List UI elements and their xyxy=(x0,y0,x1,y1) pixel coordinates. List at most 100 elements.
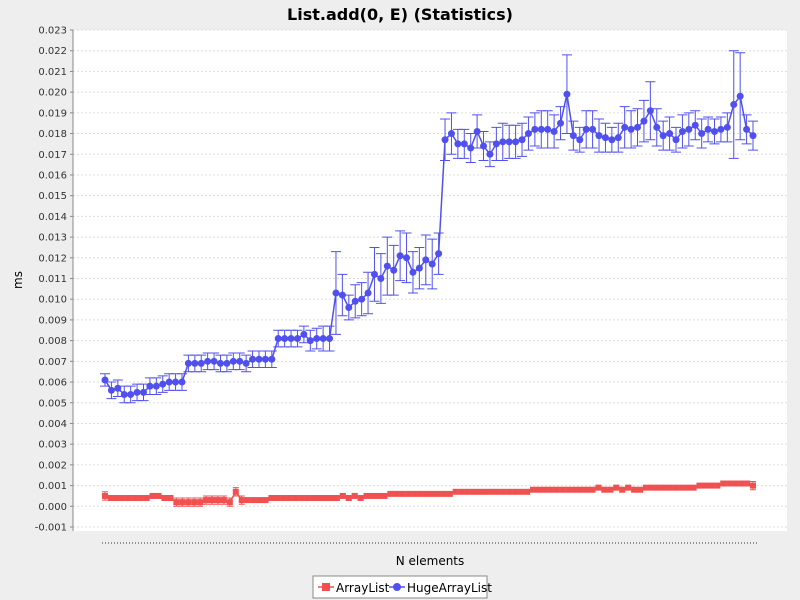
data-point xyxy=(550,127,558,135)
y-tick-label: 0.020 xyxy=(38,88,67,99)
data-point xyxy=(226,499,233,506)
data-point xyxy=(621,123,629,131)
series-layer xyxy=(100,50,758,507)
data-point xyxy=(261,355,269,363)
data-point xyxy=(589,486,596,493)
data-point xyxy=(155,492,162,499)
data-point xyxy=(482,488,489,495)
y-tick-label: 0.014 xyxy=(38,212,67,223)
data-point xyxy=(595,484,602,491)
data-point xyxy=(364,289,372,297)
data-point xyxy=(711,127,719,135)
y-tick-label: 0.008 xyxy=(38,336,67,347)
data-point xyxy=(209,497,216,504)
data-point xyxy=(369,492,376,499)
data-point xyxy=(698,130,706,138)
legend-marker-arraylist xyxy=(322,583,330,591)
data-point xyxy=(133,388,141,396)
data-point xyxy=(488,488,495,495)
data-point xyxy=(298,495,305,502)
data-point xyxy=(717,125,725,133)
data-point xyxy=(184,359,192,367)
data-point xyxy=(238,497,245,504)
y-tick-label: -0.001 xyxy=(35,523,67,534)
data-point xyxy=(541,486,548,493)
data-point xyxy=(178,378,186,386)
data-point xyxy=(750,482,756,489)
legend-marker-hugearraylist xyxy=(393,583,401,591)
data-point xyxy=(653,123,661,131)
data-point xyxy=(464,488,471,495)
y-tick-label: 0.015 xyxy=(38,191,67,202)
data-point xyxy=(102,492,108,499)
data-point xyxy=(107,495,114,502)
data-point xyxy=(287,335,295,343)
data-point xyxy=(274,335,282,343)
data-point xyxy=(595,132,603,140)
data-point xyxy=(304,495,311,502)
data-point xyxy=(559,486,566,493)
data-point xyxy=(470,488,477,495)
data-point xyxy=(672,484,679,491)
data-point xyxy=(500,488,507,495)
data-point xyxy=(351,492,358,499)
data-point xyxy=(370,270,378,278)
y-tick-label: 0.001 xyxy=(38,481,67,492)
data-point xyxy=(738,480,745,487)
data-point xyxy=(286,495,293,502)
data-point xyxy=(553,486,560,493)
data-point xyxy=(571,486,578,493)
data-point xyxy=(210,357,218,365)
data-point xyxy=(648,484,655,491)
data-point xyxy=(492,140,500,148)
data-point xyxy=(409,268,417,276)
data-point xyxy=(544,125,552,133)
data-point xyxy=(107,386,115,394)
data-point xyxy=(627,125,635,133)
data-point xyxy=(152,382,160,390)
data-point xyxy=(619,486,626,493)
data-point xyxy=(637,486,644,493)
data-point xyxy=(659,132,667,140)
data-point xyxy=(702,482,709,489)
data-point xyxy=(749,132,757,140)
data-point xyxy=(159,380,167,388)
data-point xyxy=(339,492,346,499)
y-axis-ticks: -0.001 0.000 0.001 0.002 0.003 0.004 0.005 0.00… xyxy=(35,26,73,534)
data-point xyxy=(313,335,321,343)
data-point xyxy=(232,488,239,495)
data-point xyxy=(614,134,622,142)
data-point xyxy=(377,275,385,282)
data-point xyxy=(173,499,180,506)
data-point xyxy=(743,125,751,133)
data-point xyxy=(417,490,424,497)
data-point xyxy=(704,125,712,133)
data-point xyxy=(242,359,250,367)
data-point xyxy=(191,499,198,506)
data-point xyxy=(220,497,227,504)
data-point xyxy=(280,495,287,502)
y-tick-label: 0.013 xyxy=(38,233,67,244)
data-point xyxy=(685,125,693,133)
y-tick-label: 0.023 xyxy=(38,26,67,37)
data-point xyxy=(625,484,632,491)
data-point xyxy=(268,355,276,363)
data-point xyxy=(101,376,109,384)
data-point xyxy=(149,492,156,499)
data-point xyxy=(608,136,616,144)
data-point xyxy=(381,492,388,499)
data-point xyxy=(114,384,122,392)
y-tick-label: 0.004 xyxy=(38,419,67,430)
data-point xyxy=(601,486,608,493)
grid-lines xyxy=(73,29,787,528)
data-point xyxy=(646,107,654,115)
data-point xyxy=(399,490,406,497)
data-point xyxy=(327,495,334,502)
data-point xyxy=(499,138,507,146)
data-point xyxy=(654,484,661,491)
data-point xyxy=(393,490,400,497)
data-point xyxy=(146,382,154,390)
data-point xyxy=(505,138,513,146)
data-point xyxy=(316,495,323,502)
data-point xyxy=(678,484,685,491)
